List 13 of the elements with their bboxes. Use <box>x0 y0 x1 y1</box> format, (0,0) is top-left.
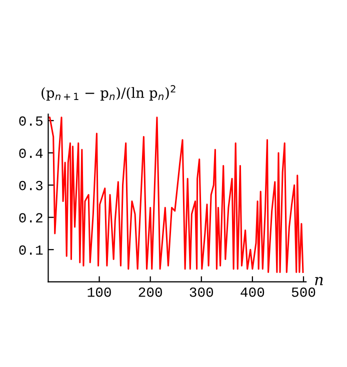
x-tick-label: 500 <box>292 287 316 297</box>
x-tick-label: 100 <box>88 287 111 297</box>
y-tick-label: 0.2 <box>19 213 42 223</box>
y-tick-label: 0.3 <box>19 180 42 190</box>
x-tick-label: 300 <box>190 287 214 297</box>
y-tick-label: 0.5 <box>19 116 42 126</box>
x-tick-label: 400 <box>240 287 264 297</box>
y-axis-title: (p$_{n+1}$ − p$_{n}$)/(ln p$_{n}$)$^{2}$ <box>42 85 176 101</box>
line-series <box>48 116 304 273</box>
y-tick-label: 0.4 <box>19 148 43 158</box>
x-tick-label: 200 <box>138 287 162 297</box>
y-tick-label: 0.1 <box>19 245 43 255</box>
x-axis-title: n <box>315 276 323 286</box>
